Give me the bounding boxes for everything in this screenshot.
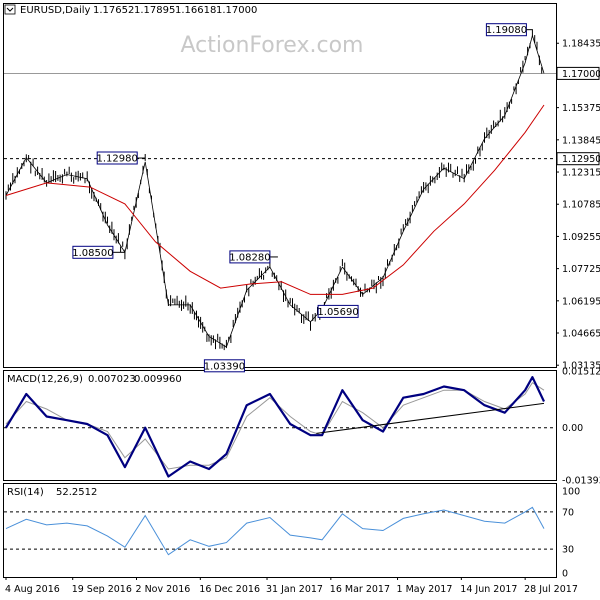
current-price-box (556, 66, 600, 80)
price-y-tick-label: 1.15375 (562, 103, 600, 114)
macd-plot (4, 376, 556, 478)
x-tick-label: 1 May 2017 (397, 584, 453, 595)
high-value: 1.17895 (134, 5, 175, 16)
rsi-y-tick-label: 100 (562, 487, 580, 498)
macd-y-tick-label: 0.01512 (562, 367, 600, 378)
price-y-tick-label: 1.10785 (562, 200, 600, 211)
current-price-box-label: 1.17000 (562, 69, 600, 80)
macd-trendline (316, 402, 545, 434)
price-y-tick-label: 1.06195 (562, 296, 600, 307)
annotation-box (203, 359, 245, 373)
watermark: ActionForex.com (181, 33, 364, 58)
macd-value: 0.007023 (88, 374, 136, 385)
price-y-tick-label: 1.18435 (562, 39, 600, 50)
axes: 1.18435 1.15375 1.13845 1.12315 1.10785 1.092… (5, 39, 600, 595)
annotation-label: 1.12980 (97, 154, 138, 165)
x-tick-label: 4 Aug 2016 (5, 584, 60, 595)
price-bars (5, 29, 543, 351)
close-value: 1.17000 (216, 5, 257, 16)
macd-main-line (5, 376, 545, 478)
price-y-tick-label: 1.04665 (562, 329, 600, 340)
price-y-tick-label: 1.03135 (562, 361, 600, 372)
x-tick-label: 16 Dec 2016 (199, 584, 260, 595)
x-tick-label: 19 Sep 2016 (72, 584, 132, 595)
rsi-label: RSI(14) (7, 487, 44, 498)
rsi-value: 52.2512 (56, 487, 97, 498)
rsi-y-tick-label: 0 (562, 569, 568, 580)
x-tick-label: 28 Jul 2017 (524, 584, 578, 595)
price-y-tick-label: 1.07725 (562, 264, 600, 275)
signal-value: 0.009960 (134, 374, 182, 385)
annotation-box (72, 245, 114, 259)
low-value: 1.16618 (175, 5, 216, 16)
price-y-tick-label: 1.12315 (562, 168, 600, 179)
price-header: EURUSD,Daily 1.17652 1.17895 1.16618 1.1… (4, 4, 257, 16)
macd-label: MACD(12,26,9) (7, 374, 83, 385)
rsi-plot (4, 506, 556, 556)
x-tick-label: 16 Mar 2017 (330, 584, 390, 595)
level-price-box (556, 152, 600, 166)
annotation-label: 1.03390 (204, 361, 245, 372)
macd-signal-line (5, 382, 545, 470)
rsi-panel-frame (3, 483, 557, 578)
annotation-label: 1.05690 (317, 307, 358, 318)
x-tick-label: 2 Nov 2016 (136, 584, 191, 595)
annotation-box (229, 250, 271, 264)
annotation-box (485, 23, 527, 37)
macd-y-tick-label: -0.013938 (562, 476, 600, 487)
macd-header: MACD(12,26,9) 0.007023 0.009960 (7, 374, 182, 385)
symbol-label: EURUSD,Daily (20, 5, 91, 16)
price-y-tick-label: 1.09255 (562, 232, 600, 243)
annotation-label: 1.08280 (229, 252, 270, 263)
price-y-tick-label: 1.13845 (562, 135, 600, 146)
rsi-line (5, 506, 545, 556)
annotation-label: 1.08500 (72, 248, 113, 259)
annotation-box (96, 151, 138, 165)
open-value: 1.17652 (93, 5, 134, 16)
x-tick-label: 31 Jan 2017 (266, 584, 323, 595)
x-tick-label: 14 Jun 2017 (460, 584, 517, 595)
annotation-label: 1.19080 (486, 25, 527, 36)
macd-panel-frame (3, 370, 557, 481)
rsi-header: RSI(14) 52.2512 (7, 487, 97, 498)
price-panel-frame (3, 3, 557, 368)
rsi-y-tick-label: 30 (562, 545, 574, 556)
price-line (5, 34, 545, 348)
price-plot: 1.12980 1.08500 1.08280 1.03390 1.05690 1.190… (4, 23, 556, 373)
annotation-box (317, 304, 359, 318)
rsi-y-tick-label: 70 (562, 507, 574, 518)
sma-line (5, 104, 545, 295)
level-price-box-label: 1.12950 (562, 154, 600, 165)
macd-y-tick-label: 0.00 (562, 423, 583, 434)
